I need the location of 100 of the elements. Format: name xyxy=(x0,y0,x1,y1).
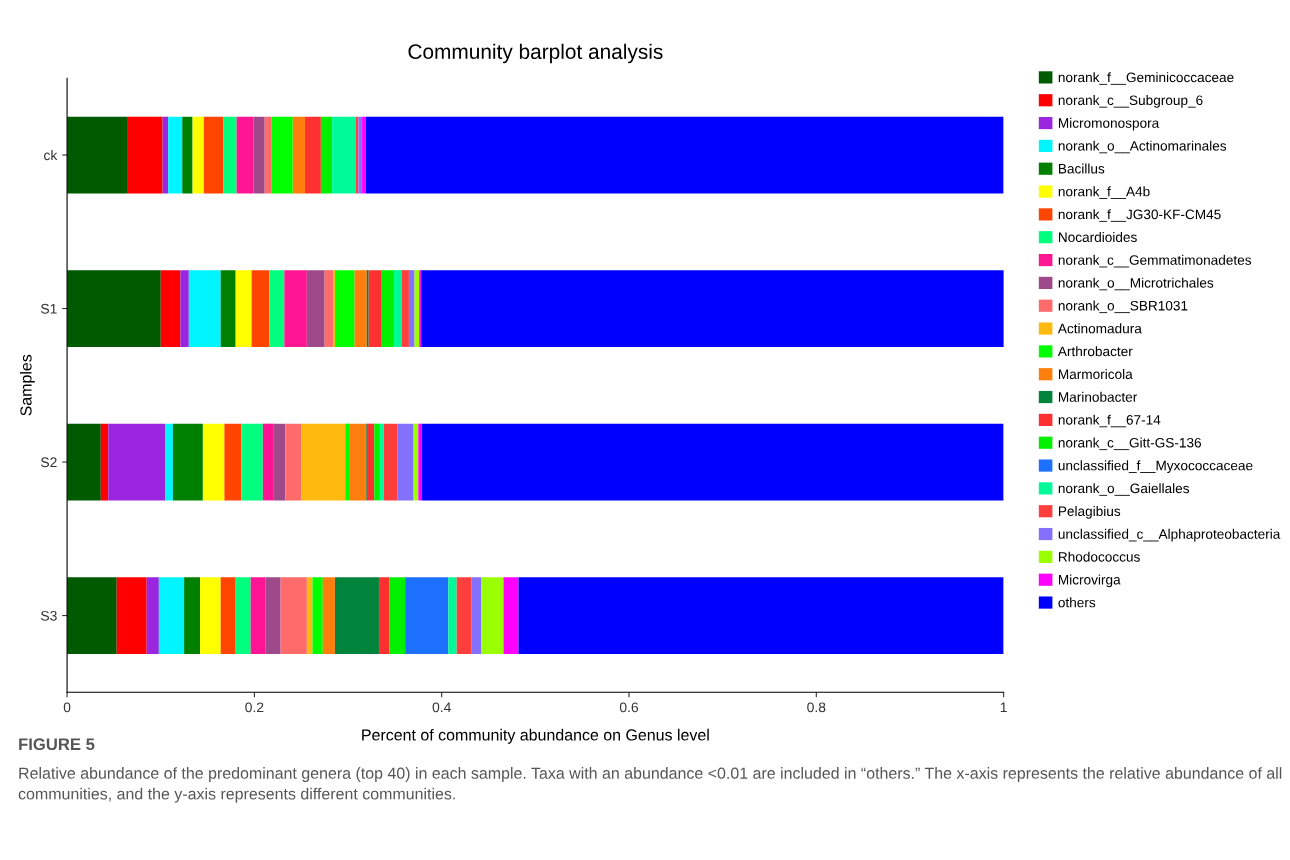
bar xyxy=(188,270,221,347)
bar xyxy=(334,577,379,654)
x-tick-label: 0.4 xyxy=(432,702,451,713)
bar xyxy=(379,423,384,501)
legend-label: norank_o__SBR1031 xyxy=(1058,300,1188,314)
bar xyxy=(471,577,482,654)
x-tick-label: 0.8 xyxy=(807,702,826,713)
bar xyxy=(265,577,281,654)
bar xyxy=(421,270,1004,347)
bar xyxy=(67,423,101,501)
bar xyxy=(322,577,335,654)
legend-label: Microvirga xyxy=(1058,574,1121,588)
bar xyxy=(368,270,382,347)
legend-label: norank_f__A4b xyxy=(1058,186,1150,199)
bar xyxy=(334,270,355,347)
bar xyxy=(180,270,189,347)
bar xyxy=(127,116,163,194)
bar xyxy=(236,116,254,194)
legend-label: Micromonospora xyxy=(1058,117,1160,131)
bar xyxy=(200,577,221,654)
legend-label: norank_c__Gitt-GS-136 xyxy=(1058,437,1202,451)
x-tick-label: 0.6 xyxy=(619,702,639,713)
bar xyxy=(67,577,117,654)
bar xyxy=(397,423,414,501)
bar xyxy=(223,116,237,194)
bar xyxy=(271,116,293,194)
bar xyxy=(366,423,375,501)
bar xyxy=(332,116,356,194)
bar xyxy=(108,423,166,501)
bar xyxy=(456,577,472,654)
bar xyxy=(273,423,286,501)
bar xyxy=(67,270,161,347)
bar xyxy=(358,116,363,194)
bar xyxy=(389,577,406,654)
bar xyxy=(324,270,334,347)
x-tick-label: 0 xyxy=(63,702,71,713)
bar xyxy=(192,116,204,194)
bar xyxy=(381,270,394,347)
bar xyxy=(312,577,323,654)
legend-label: Marinobacter xyxy=(1058,391,1138,402)
bar xyxy=(251,270,270,347)
bar xyxy=(365,116,1004,194)
bar xyxy=(304,116,321,194)
legend-label: norank_o__Microtrichales xyxy=(1058,277,1214,291)
bar xyxy=(168,116,183,194)
bar xyxy=(184,577,201,654)
bar xyxy=(203,116,224,194)
y-tick-label: S3 xyxy=(41,610,57,621)
bar xyxy=(220,270,236,347)
bar xyxy=(405,577,449,654)
bar xyxy=(393,270,402,347)
legend-label: others xyxy=(1058,597,1096,608)
legend-label: Pelagibius xyxy=(1058,506,1121,519)
bar xyxy=(160,270,181,347)
legend-label: Nocardioides xyxy=(1058,232,1137,243)
bar xyxy=(401,270,409,347)
legend-label: norank_f__67-14 xyxy=(1058,414,1161,428)
bar xyxy=(235,270,252,347)
bar xyxy=(67,116,128,194)
bar xyxy=(285,423,302,501)
chart-title: Community barplot analysis xyxy=(408,43,663,64)
legend-label: norank_f__JG30-KF-CM45 xyxy=(1058,209,1221,222)
x-tick-label: 1 xyxy=(1000,702,1007,713)
legend-label: unclassified_f__Myxococcaceae xyxy=(1058,460,1253,474)
bar xyxy=(224,423,242,501)
caption: FIGURE 5 xyxy=(19,738,95,751)
bar xyxy=(250,577,266,654)
bar xyxy=(481,577,504,654)
bar xyxy=(235,577,251,654)
legend-label: Marmoricola xyxy=(1058,369,1133,380)
legend-label: Rhodococcus xyxy=(1058,551,1140,562)
text: Relative abundance of the predominant genera (top 40) in each sample. Taxa with an abundance <0.01 are included in “others.” The x-axis represents the relative abundance of all communities, and the y-axis represents different communities. xyxy=(18,767,1282,803)
bar xyxy=(241,423,263,501)
bar xyxy=(220,577,236,654)
bar xyxy=(301,423,346,501)
bar xyxy=(306,270,325,347)
y-tick-label: ck xyxy=(44,149,58,161)
bar xyxy=(408,270,415,347)
bar xyxy=(422,423,1004,501)
y-axis-title: Samples xyxy=(19,354,35,416)
legend-label: norank_o__Gaiellales xyxy=(1058,483,1190,496)
legend-label: Actinomadura xyxy=(1057,323,1142,334)
bar xyxy=(269,270,285,347)
bar xyxy=(262,423,274,501)
legend-label: norank_o__Actinomarinales xyxy=(1058,140,1227,154)
bar xyxy=(284,270,307,347)
legend-label: norank_f__Geminicoccaceae xyxy=(1058,72,1234,85)
bar xyxy=(354,270,367,347)
legend-label: unclassified_c__Alphaproteobacteria xyxy=(1058,528,1281,542)
y-tick-label: S2 xyxy=(41,457,57,468)
bar xyxy=(116,577,147,654)
y-tick-label: S1 xyxy=(41,303,57,314)
bar xyxy=(345,423,350,501)
legend-label: Arthrobacter xyxy=(1057,346,1133,357)
bar xyxy=(264,116,272,194)
legend-label: norank_c__Subgroup_6 xyxy=(1058,95,1203,108)
bar xyxy=(349,423,366,501)
legend-label: Bacillus xyxy=(1058,163,1105,174)
bar xyxy=(172,423,203,501)
bar xyxy=(378,577,390,654)
